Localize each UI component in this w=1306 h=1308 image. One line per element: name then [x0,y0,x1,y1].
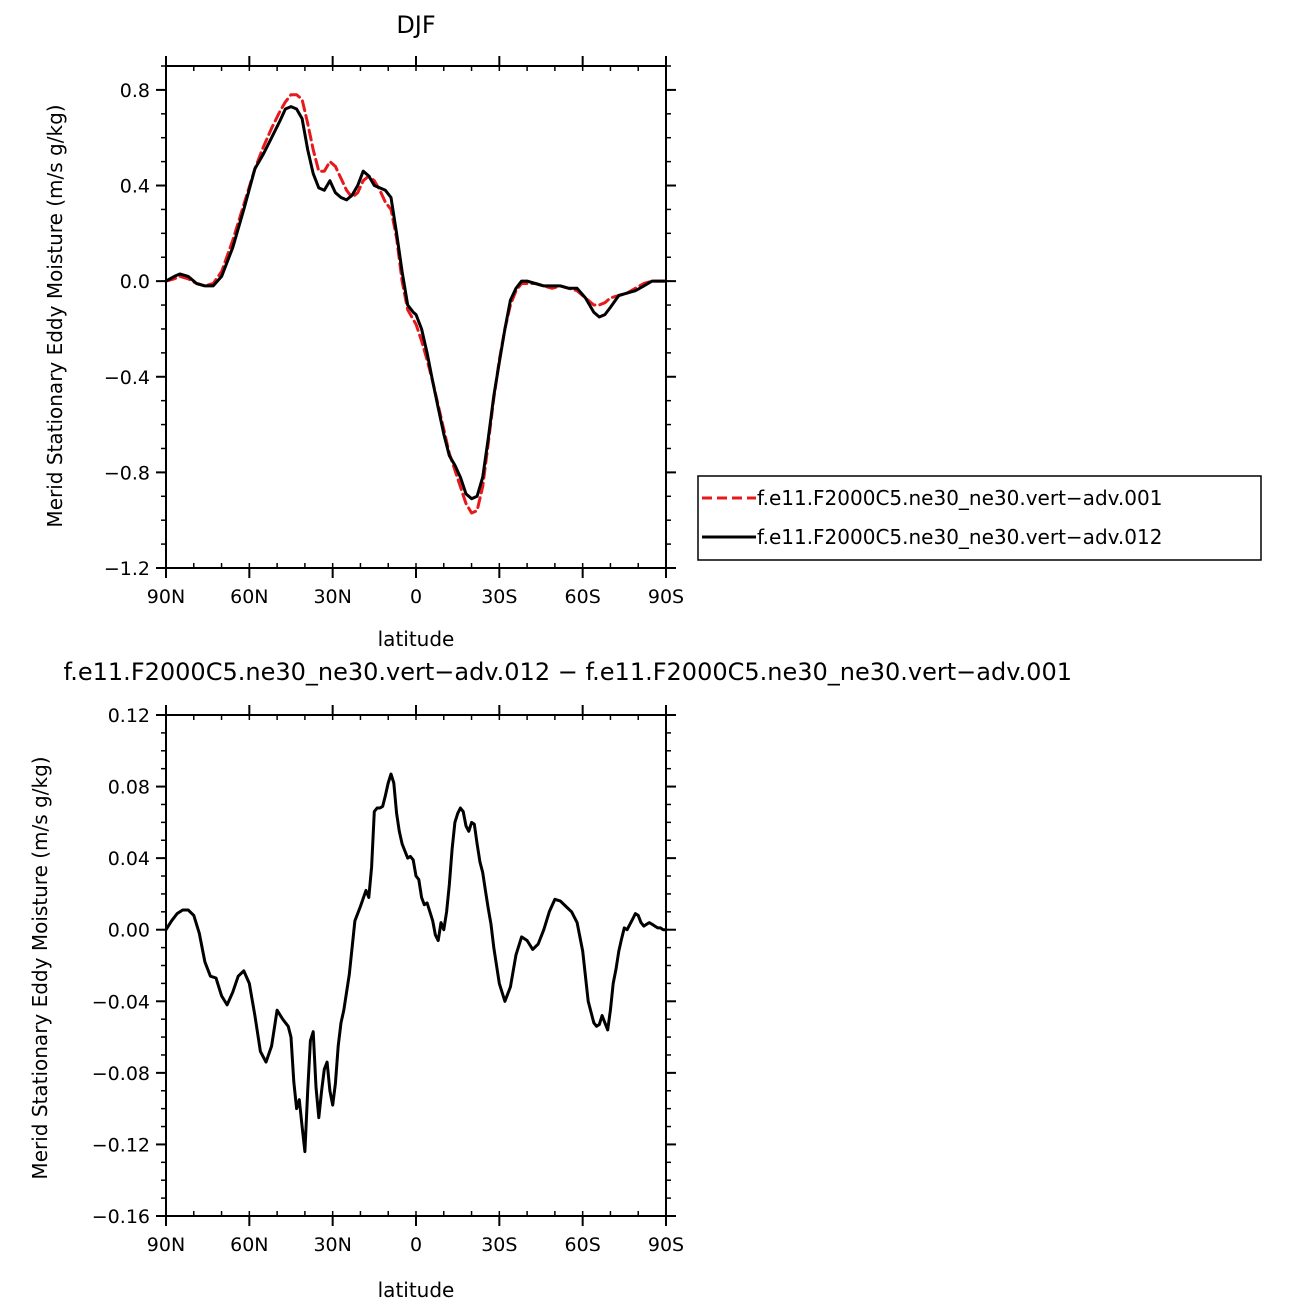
top-y-tick-label: −1.2 [104,558,150,580]
top-x-tick-label: 90N [147,586,185,608]
bottom-y-tick-label: 0.04 [108,848,150,870]
top-chart-y-axis-label: Merid Stationary Eddy Moisture (m/s g/kg… [43,104,67,527]
bottom-series-line-1 [164,772,668,1154]
bottom-y-tick-label: 0.00 [108,920,150,942]
bottom-chart-y-axis-label: Merid Stationary Eddy Moisture (m/s g/kg… [28,756,52,1179]
top-y-tick-label: 0.0 [120,271,150,293]
top-y-tick-label: 0.4 [120,176,150,198]
top-x-tick-label: 30N [313,586,351,608]
top-x-tick-label: 0 [410,586,422,608]
bottom-chart-title: f.e11.F2000C5.ne30_ne30.vert−adv.012 − f… [64,658,1072,686]
top-chart-x-axis-label: latitude [378,627,455,651]
top-series-line-2 [164,105,668,501]
top-x-tick-label: 90S [648,586,684,608]
top-x-tick-label: 30S [481,586,517,608]
bottom-x-tick-label: 90N [147,1234,185,1256]
top-chart-marks: 0.8 0.4 0.0 −0.4 −0.8 −1.2 90N 60N 30N 0 30S 60S 90S [104,56,684,608]
legend-label-series-2: f.e11.F2000C5.ne30_ne30.vert−adv.012 [757,525,1162,549]
bottom-x-tick-label: 60S [565,1234,601,1256]
top-chart-legend: f.e11.F2000C5.ne30_ne30.vert−adv.001 f.e… [697,475,1262,561]
bottom-x-tick-label: 30S [481,1234,517,1256]
bottom-y-tick-label: −0.16 [92,1206,150,1228]
bottom-chart-plot-frame [165,714,667,1217]
bottom-x-tick-label: 0 [410,1234,422,1256]
top-x-tick-label: 60S [565,586,601,608]
bottom-y-tick-label: 0.12 [108,705,150,727]
top-x-tick-label: 60N [230,586,268,608]
top-series-line-1 [164,93,668,515]
top-y-tick-label: −0.8 [104,462,150,484]
bottom-y-tick-label: −0.04 [92,991,150,1013]
bottom-chart-marks: 0.12 0.08 0.04 0.00 −0.04 −0.08 −0.12 −0.16 90N 6… [92,705,684,1256]
bottom-y-tick-label: −0.08 [92,1063,150,1085]
top-y-tick-label: 0.8 [120,80,150,102]
bottom-y-tick-label: 0.08 [108,777,150,799]
legend-box [697,475,1262,561]
top-chart-title: DJF [396,11,435,39]
bottom-x-tick-label: 90S [648,1234,684,1256]
bottom-x-tick-label: 30N [313,1234,351,1256]
top-chart-plot-frame [165,65,667,569]
bottom-x-tick-label: 60N [230,1234,268,1256]
bottom-chart-x-axis-label: latitude [378,1278,455,1302]
bottom-y-tick-label: −0.12 [92,1134,150,1156]
bottom-chart-panel: f.e11.F2000C5.ne30_ne30.vert−adv.012 − f… [28,658,1072,1302]
top-chart-panel: DJF Merid Stationary Eddy Moisture (m/s … [43,11,684,651]
top-y-tick-label: −0.4 [104,367,150,389]
legend-label-series-1: f.e11.F2000C5.ne30_ne30.vert−adv.001 [757,486,1162,510]
